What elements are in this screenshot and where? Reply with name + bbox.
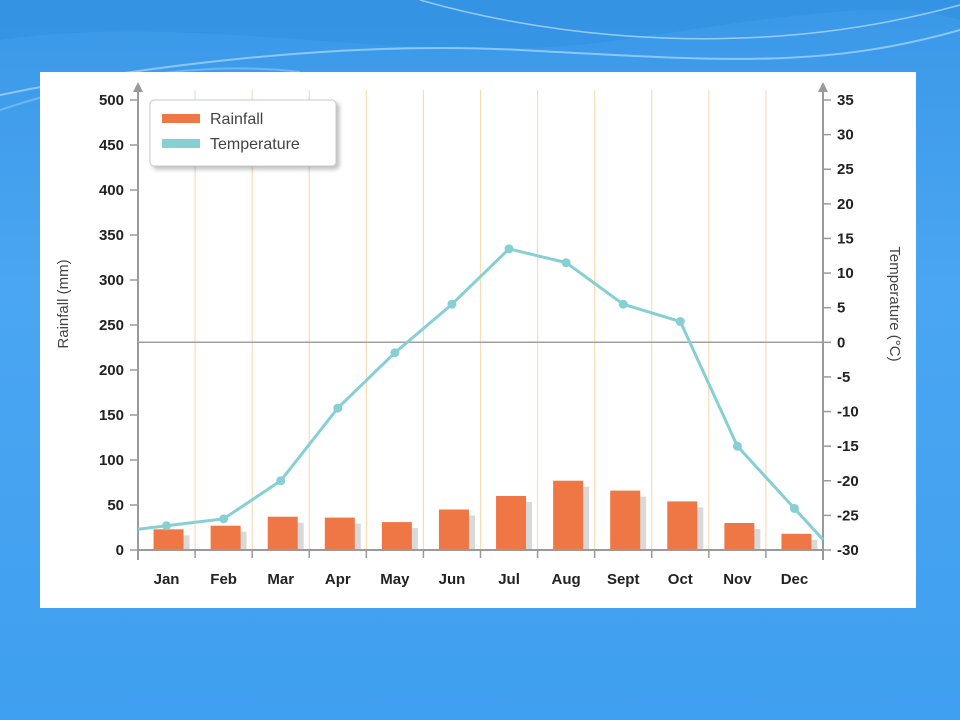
legend-swatch-temperature (162, 139, 200, 148)
x-tick-label: Oct (668, 571, 693, 588)
bar-rainfall (667, 501, 698, 550)
y-tick-label-right: -30 (837, 542, 859, 559)
x-tick-label: Dec (781, 571, 809, 588)
y-tick-label-right: 30 (837, 127, 854, 144)
temperature-point (276, 476, 286, 486)
y-tick-label-right: 35 (837, 92, 854, 109)
legend-label-rainfall: Rainfall (210, 111, 263, 128)
x-tick-label: Jun (439, 571, 466, 588)
y-axis-right-arrow (818, 82, 828, 92)
temperature-point (618, 299, 628, 309)
bar-rainfall (324, 517, 355, 550)
bar-rainfall (724, 523, 755, 550)
y-tick-label-right: 15 (837, 230, 854, 247)
x-tick-label: Feb (210, 571, 237, 588)
y-tick-label-right: 10 (837, 265, 854, 282)
temperature-point (390, 348, 400, 358)
x-tick-label: Mar (267, 571, 294, 588)
y-tick-label-left: 400 (99, 182, 124, 199)
y-tick-label-right: -5 (837, 369, 850, 386)
y-tick-label-right: -20 (837, 473, 859, 490)
temperature-point (732, 441, 742, 451)
y-tick-label-left: 150 (99, 407, 124, 424)
temperature-point (333, 403, 343, 413)
y-axis-left-arrow (133, 82, 143, 92)
background-swoosh (0, 0, 960, 111)
bar-rainfall (553, 480, 584, 550)
temperature-point (504, 244, 514, 254)
y-axis-title-right: Temperature (°C) (886, 246, 903, 361)
y-tick-label-left: 50 (107, 497, 124, 514)
y-tick-label-left: 350 (99, 227, 124, 244)
temperature-point (561, 258, 571, 268)
legend-box (149, 99, 337, 167)
temperature-point (675, 317, 685, 327)
bar-rainfall (496, 496, 527, 550)
y-tick-label-left: 300 (99, 272, 124, 289)
temperature-point (162, 521, 172, 531)
bar-rainfall (267, 516, 298, 550)
y-tick-label-right: 0 (837, 334, 845, 351)
y-axis-title-left: Rainfall (mm) (55, 259, 72, 348)
x-tick-label: May (380, 571, 410, 588)
y-tick-label-right: -25 (837, 507, 859, 524)
y-tick-label-left: 0 (116, 542, 124, 559)
y-tick-label-left: 100 (99, 452, 124, 469)
temperature-point (447, 299, 457, 309)
x-tick-label: Aug (552, 571, 581, 588)
legend-swatch-rainfall (162, 114, 200, 123)
y-tick-label-left: 500 (99, 92, 124, 109)
combo-chart: 050100150200250300350400450500-30-25-20-… (55, 82, 903, 588)
bar-rainfall (610, 490, 641, 550)
x-tick-label: Apr (325, 571, 351, 588)
legend: Rainfall Temperature (149, 99, 337, 167)
bar-rainfall (210, 525, 241, 550)
temperature-point (219, 514, 229, 524)
y-tick-label-right: -15 (837, 438, 859, 455)
x-tick-label: Nov (723, 571, 752, 588)
y-tick-label-right: 20 (837, 196, 854, 213)
chart-panel: 0 50 100 150 200 250 300 350 400 450 500 -30 -25 -20-… (40, 72, 916, 608)
y-tick-label-left: 200 (99, 362, 124, 379)
legend-label-temperature: Temperature (210, 136, 300, 153)
y-tick-label-right: 5 (837, 300, 845, 317)
temperature-point (789, 503, 799, 513)
x-tick-label: Sept (607, 571, 640, 588)
bar-rainfall (381, 522, 412, 550)
temperature-line (137, 247, 825, 541)
y-tick-label-right: -10 (837, 404, 859, 421)
y-tick-label-left: 250 (99, 317, 124, 334)
y-tick-label-right: 25 (837, 161, 854, 178)
x-tick-label: Jul (498, 571, 520, 588)
bar-rainfall (438, 509, 469, 550)
y-tick-label-left: 450 (99, 137, 124, 154)
x-tick-label: Jan (154, 571, 180, 588)
bar-rainfall (781, 533, 812, 550)
bar-rainfall (153, 529, 184, 550)
